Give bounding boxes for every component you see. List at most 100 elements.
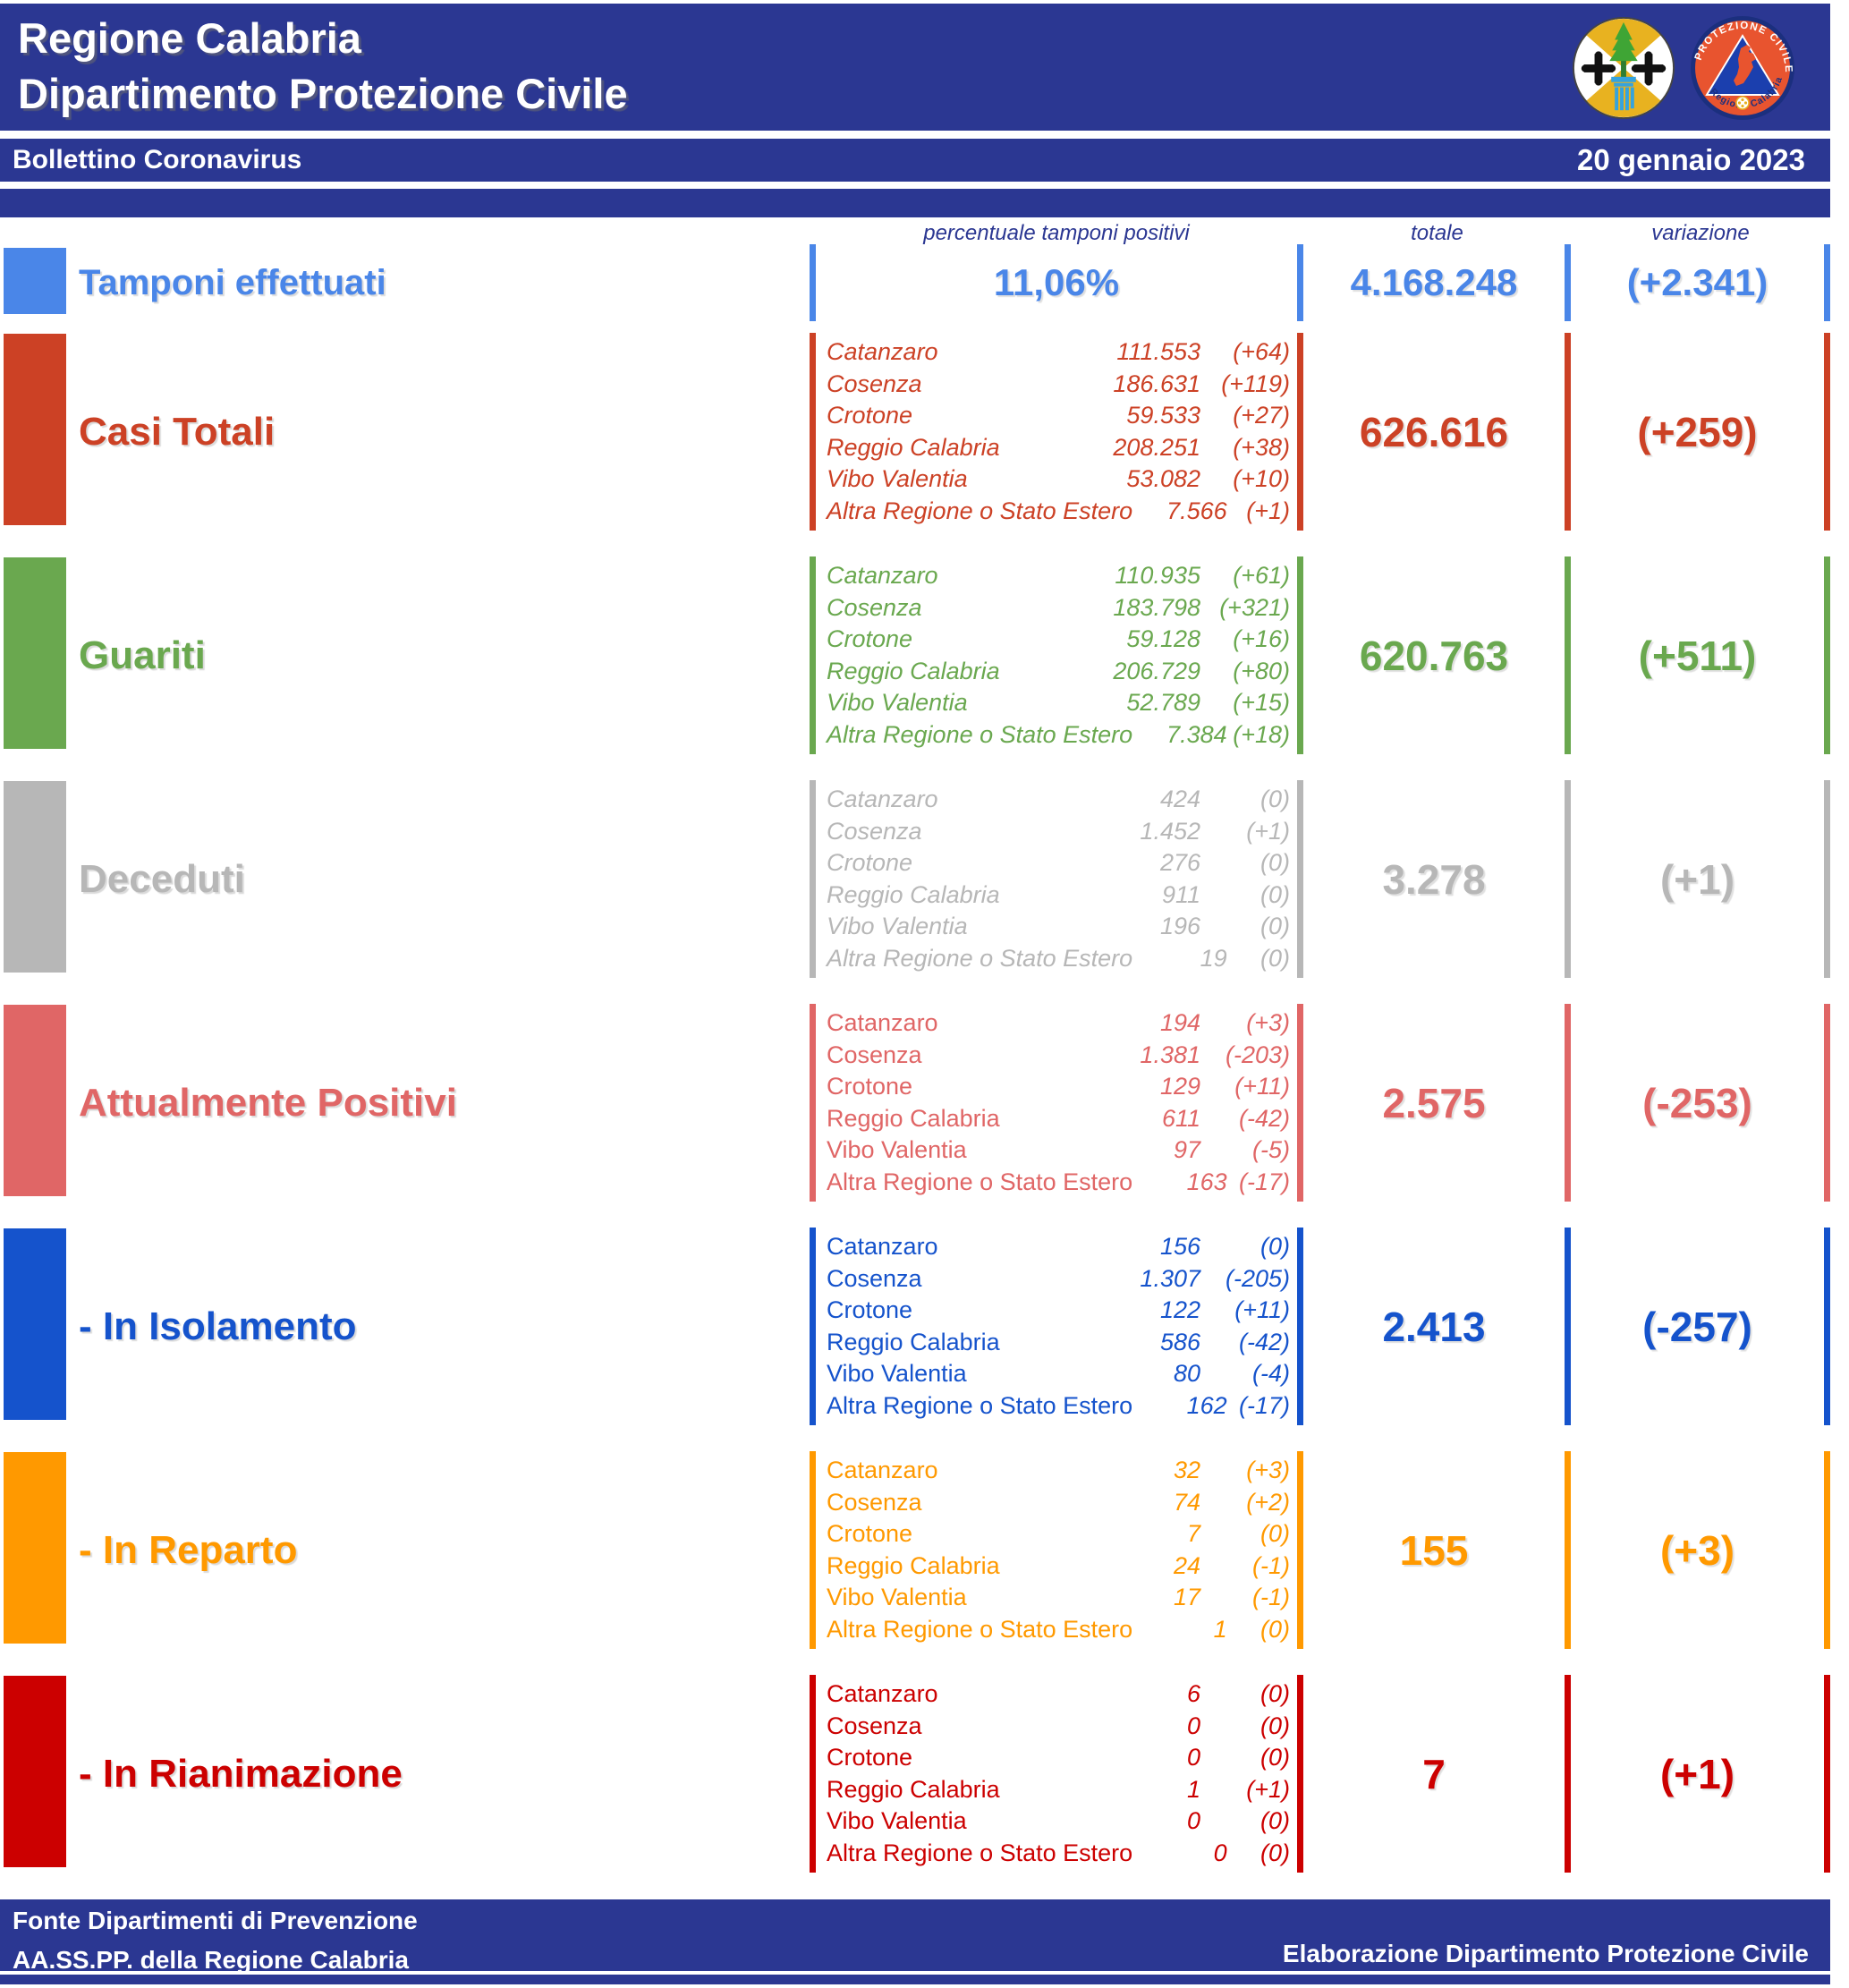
province-name: Altra Regione o Stato Estero [827,1615,1133,1643]
protezione-civile-logo-icon: PROTEZIONE CIVILE Regione Calabria [1691,16,1794,120]
section-color-bar [4,334,66,525]
province-value: 74 [1173,1488,1200,1516]
province-row: Catanzaro 424 (0) [827,786,1290,813]
province-value: 0 [1186,1744,1200,1771]
province-name: Vibo Valentia [827,689,968,717]
province-value: 162 [1186,1391,1227,1419]
province-delta: (+16) [1233,625,1290,653]
province-value: 0 [1186,1807,1200,1835]
section-label: Casi Totali [79,409,276,454]
province-breakdown: Catanzaro 156 (0) Cosenza 1.307 (-205) C… [810,1228,1303,1425]
section-variation: (-257) [1571,1228,1830,1425]
section-color-bar [4,1005,66,1196]
province-delta: (+3) [1246,1009,1290,1037]
section-in-rianimazione: - In Rianimazione Catanzaro 6 (0) Cosenz… [0,1663,1830,1887]
subtitle-bar: Bollettino Coronavirus 20 gennaio 2023 [0,139,1830,182]
section-guariti: Guariti Catanzaro 110.935 (+61) Cosenza … [0,545,1830,769]
province-row: Cosenza 183.798 (+321) [827,594,1290,622]
section-total: 155 [1303,1451,1571,1649]
province-row: Altra Regione o Stato Estero 19 (0) [827,945,1290,973]
province-name: Reggio Calabria [827,880,1000,908]
province-name: Cosenza [827,1041,922,1068]
province-value: 611 [1161,1104,1200,1132]
province-breakdown: Catanzaro 424 (0) Cosenza 1.452 (+1) Cro… [810,780,1303,978]
province-name: Vibo Valentia [827,1584,967,1611]
province-name: Altra Regione o Stato Estero [827,497,1133,524]
province-delta: (0) [1260,1615,1290,1643]
province-value: 1 [1186,1775,1200,1803]
province-delta: (+15) [1233,689,1290,717]
province-value: 424 [1159,786,1200,813]
province-delta: (0) [1260,1520,1290,1548]
province-delta: (-1) [1252,1584,1290,1611]
province-delta: (0) [1260,786,1290,813]
section-label: Attualmente Positivi [79,1080,457,1125]
province-value: 911 [1161,880,1200,908]
tamponi-total: 4.168.248 [1303,244,1571,321]
province-name: Cosenza [827,1488,922,1516]
province-breakdown: Catanzaro 194 (+3) Cosenza 1.381 (-203) … [810,1004,1303,1202]
province-row: Reggio Calabria 1 (+1) [827,1776,1290,1804]
province-value: 194 [1159,1009,1200,1037]
province-value: 129 [1159,1073,1200,1100]
province-value: 208.251 [1113,433,1200,461]
section-color-bar [4,781,66,973]
province-row: Crotone 0 (0) [827,1744,1290,1771]
province-row: Vibo Valentia 0 (0) [827,1807,1290,1835]
province-name: Catanzaro [827,1233,938,1261]
province-value: 19 [1200,944,1227,972]
province-value: 52.789 [1126,689,1200,717]
province-value: 122 [1159,1296,1200,1324]
footer: Fonte Dipartimenti di Prevenzione AA.SS.… [0,1899,1830,1984]
province-name: Catanzaro [827,338,938,366]
province-delta: (+80) [1233,657,1290,684]
province-delta: (0) [1260,1839,1290,1866]
province-delta: (0) [1260,1807,1290,1835]
province-row: Vibo Valentia 52.789 (+15) [827,689,1290,717]
province-row: Catanzaro 194 (+3) [827,1009,1290,1037]
province-value: 586 [1159,1328,1200,1355]
section-total: 620.763 [1303,556,1571,754]
province-delta: (0) [1260,1744,1290,1771]
province-name: Reggio Calabria [827,1775,1000,1803]
province-breakdown: Catanzaro 110.935 (+61) Cosenza 183.798 … [810,556,1303,754]
province-row: Vibo Valentia 53.082 (+10) [827,465,1290,493]
province-value: 156 [1159,1233,1200,1261]
province-delta: (0) [1260,1712,1290,1739]
province-delta: (-205) [1225,1264,1290,1292]
province-row: Crotone 7 (0) [827,1520,1290,1548]
province-delta: (+38) [1233,433,1290,461]
province-delta: (+3) [1246,1457,1290,1484]
province-name: Cosenza [827,1712,922,1739]
province-value: 32 [1173,1457,1200,1484]
province-name: Reggio Calabria [827,1551,1000,1579]
province-delta: (-42) [1238,1328,1290,1355]
column-headers: percentuale tamponi positivi totale vari… [0,221,1830,245]
section-total: 7 [1303,1675,1571,1873]
footer-source-line1: Fonte Dipartimenti di Prevenzione [13,1907,418,1934]
province-row: Crotone 59.128 (+16) [827,625,1290,653]
province-row: Reggio Calabria 24 (-1) [827,1552,1290,1580]
province-value: 0 [1213,1839,1227,1866]
province-name: Crotone [827,1073,913,1100]
header-divider-bar [0,189,1830,217]
province-name: Altra Regione o Stato Estero [827,1391,1133,1419]
section-in-isolamento: - In Isolamento Catanzaro 156 (0) Cosenz… [0,1216,1830,1440]
province-name: Crotone [827,1296,913,1324]
province-delta: (-5) [1252,1136,1290,1164]
section-variation: (+1) [1571,1675,1830,1873]
section-tamponi-effettuati: Tamponi effettuati 11,06% 4.168.248 (+2.… [0,244,1830,321]
province-delta: (0) [1260,1680,1290,1708]
province-name: Cosenza [827,593,922,621]
province-name: Catanzaro [827,1680,938,1708]
section-deceduti: Deceduti Catanzaro 424 (0) Cosenza 1.452… [0,769,1830,992]
province-value: 111.553 [1116,338,1200,366]
province-name: Catanzaro [827,1457,938,1484]
province-row: Vibo Valentia 17 (-1) [827,1584,1290,1611]
province-delta: (+64) [1233,338,1290,366]
province-row: Altra Regione o Stato Estero 7.384 (+18) [827,721,1290,749]
province-delta: (+18) [1233,720,1290,748]
province-value: 206.729 [1113,657,1200,684]
page-title: Regione Calabria [18,14,361,62]
province-value: 7.384 [1166,720,1227,748]
